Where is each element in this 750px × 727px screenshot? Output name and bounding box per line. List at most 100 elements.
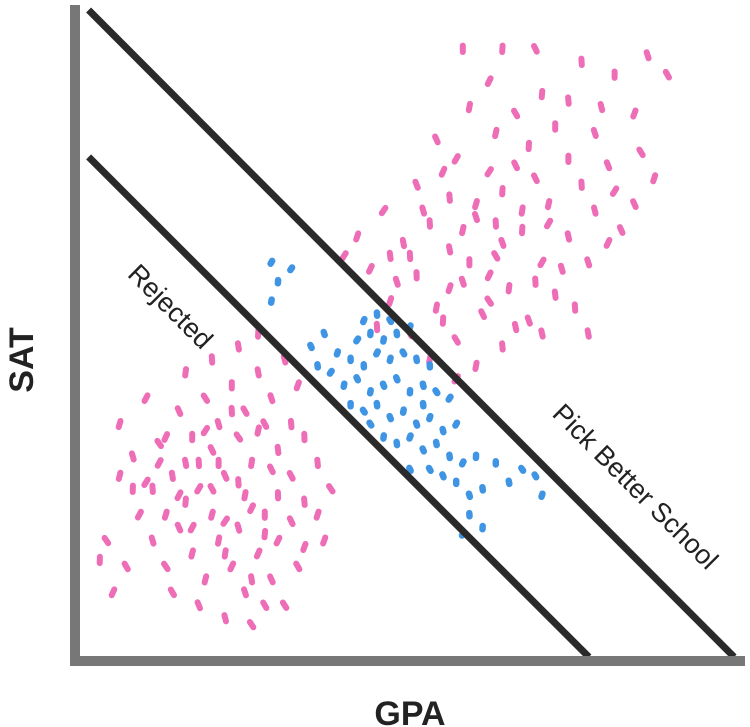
pink-point xyxy=(267,392,276,405)
pink-point xyxy=(557,262,566,275)
pink-point xyxy=(432,301,440,314)
pink-point xyxy=(565,94,572,107)
pink-point xyxy=(167,586,177,599)
pink-point xyxy=(492,126,500,140)
pink-point xyxy=(446,191,453,204)
pink-point xyxy=(121,560,131,573)
blue-point xyxy=(425,464,434,475)
pink-point xyxy=(538,87,546,101)
pink-point xyxy=(472,198,480,211)
pink-point xyxy=(603,159,613,172)
blue-point xyxy=(419,445,428,455)
pink-point xyxy=(499,340,506,353)
pink-point xyxy=(101,534,112,547)
blue-point xyxy=(406,432,414,442)
pink-point xyxy=(253,547,263,560)
blue-point xyxy=(386,354,394,365)
pink-point xyxy=(246,619,257,631)
pink-point xyxy=(134,508,144,521)
pink-point xyxy=(248,573,256,586)
pink-point xyxy=(154,457,164,469)
points-layer xyxy=(96,42,672,631)
pink-point xyxy=(215,534,223,547)
blue-point xyxy=(412,419,421,429)
blue-point xyxy=(353,335,362,345)
pink-point xyxy=(234,340,242,353)
pink-point xyxy=(207,444,217,456)
pink-point xyxy=(419,204,428,217)
pink-point xyxy=(484,75,494,87)
pink-point xyxy=(247,502,256,515)
pink-point xyxy=(451,153,461,165)
blue-point xyxy=(366,386,374,397)
pink-point xyxy=(220,515,230,527)
pink-point xyxy=(531,43,540,55)
pink-point xyxy=(301,495,308,508)
pink-point xyxy=(472,359,480,372)
pink-point xyxy=(597,101,606,114)
pink-point xyxy=(141,476,151,488)
blue-point xyxy=(445,393,454,403)
better-school-boundary-line xyxy=(86,7,737,660)
blue-point xyxy=(320,328,328,339)
pink-point xyxy=(194,483,204,495)
pink-point xyxy=(446,243,454,256)
pink-point xyxy=(108,586,118,599)
pink-point xyxy=(386,249,394,262)
pink-point xyxy=(537,256,547,269)
pink-point xyxy=(168,469,176,482)
blue-point xyxy=(340,380,348,391)
blue-point xyxy=(432,387,441,397)
pink-point xyxy=(630,107,639,120)
rejection-boundary-line xyxy=(86,154,592,660)
pink-point xyxy=(286,515,296,527)
pink-point xyxy=(399,236,407,250)
pink-point xyxy=(300,541,309,553)
pink-point xyxy=(141,392,151,404)
pink-point xyxy=(636,146,646,159)
pink-point xyxy=(484,295,494,307)
pink-point xyxy=(260,599,270,611)
pink-point xyxy=(188,547,196,560)
pink-point xyxy=(182,366,189,379)
blue-point xyxy=(359,315,368,326)
pink-point xyxy=(386,295,395,308)
blue-point xyxy=(392,374,401,384)
blue-point xyxy=(326,367,335,377)
pink-point xyxy=(538,327,546,340)
pink-point xyxy=(438,165,448,178)
pink-point xyxy=(366,262,375,275)
pink-point xyxy=(187,521,197,534)
pink-point xyxy=(200,392,211,404)
pink-point xyxy=(207,483,217,495)
pink-point xyxy=(174,405,184,417)
pink-point xyxy=(498,236,507,249)
pink-point xyxy=(432,133,441,146)
pink-point xyxy=(227,560,237,573)
pink-point xyxy=(564,230,573,243)
blue-point xyxy=(399,348,408,358)
pink-point xyxy=(148,534,157,547)
pink-point xyxy=(154,437,164,450)
pink-point xyxy=(221,612,229,625)
pink-point xyxy=(518,204,526,217)
pink-point xyxy=(115,469,124,482)
pink-point xyxy=(161,431,171,443)
pink-point xyxy=(458,275,467,288)
blue-point xyxy=(531,471,540,481)
pink-point xyxy=(174,489,184,502)
pink-point xyxy=(182,495,189,508)
pink-point xyxy=(662,68,672,81)
blue-point xyxy=(386,412,395,423)
pink-point xyxy=(584,327,592,340)
blue-point xyxy=(465,490,474,501)
pink-point xyxy=(491,250,501,262)
pink-point xyxy=(260,418,270,430)
blue-point xyxy=(406,464,414,475)
blue-point xyxy=(413,354,421,365)
blue-point xyxy=(419,380,427,391)
blue-point xyxy=(287,264,296,274)
blue-point xyxy=(505,477,513,488)
blue-point xyxy=(439,425,447,436)
pink-point xyxy=(267,463,276,476)
